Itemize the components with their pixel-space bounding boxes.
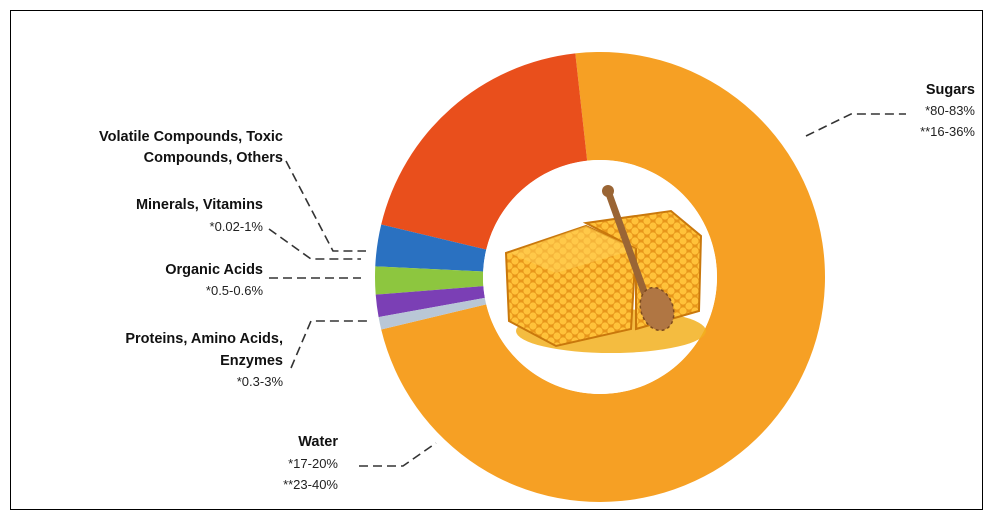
leader-sugars (805, 113, 906, 137)
leader-proteins (290, 320, 371, 369)
slice-organic-acids (375, 266, 484, 295)
label-organic-value-1: *0.5-0.6% (206, 283, 264, 298)
donut-slices (375, 52, 826, 502)
leader-lines (268, 113, 906, 467)
leader-volatile (285, 160, 366, 252)
label-proteins-value-1: *0.3-3% (237, 374, 284, 389)
label-water-title: Water (298, 434, 338, 450)
leader-minerals (268, 228, 361, 260)
leader-water (359, 442, 437, 467)
label-minerals-value-1: *0.02-1% (210, 219, 264, 234)
label-sugars-title: Sugars (926, 82, 975, 98)
slice-water (381, 53, 588, 250)
label-volatile-title-1: Volatile Compounds, Toxic (99, 129, 283, 145)
label-water-value-1: *17-20% (288, 456, 338, 471)
label-sugars-value-2: **16-36% (920, 124, 975, 139)
figure-frame: Sugars *80-83% **16-36% Volatile Compoun… (10, 10, 983, 510)
slice-proteins-amino-acids-enzymes (375, 224, 487, 272)
label-proteins-title-1: Proteins, Amino Acids, (125, 331, 283, 347)
label-proteins-title-2: Enzymes (220, 353, 283, 369)
slice-labels: Sugars *80-83% **16-36% Volatile Compoun… (99, 82, 975, 492)
label-water-value-2: **23-40% (283, 477, 338, 492)
label-volatile-title-2: Compounds, Others (144, 150, 283, 166)
label-sugars-value-1: *80-83% (925, 103, 975, 118)
label-organic-title: Organic Acids (165, 262, 263, 278)
honeycomb-image (483, 160, 717, 394)
slice-volatile-compounds-toxic-compounds-others (378, 297, 487, 330)
label-minerals-title: Minerals, Vitamins (136, 197, 263, 213)
slice-sugars (381, 52, 826, 502)
slice-minerals-vitamins (375, 286, 485, 318)
donut-chart: Sugars *80-83% **16-36% Volatile Compoun… (99, 52, 975, 502)
